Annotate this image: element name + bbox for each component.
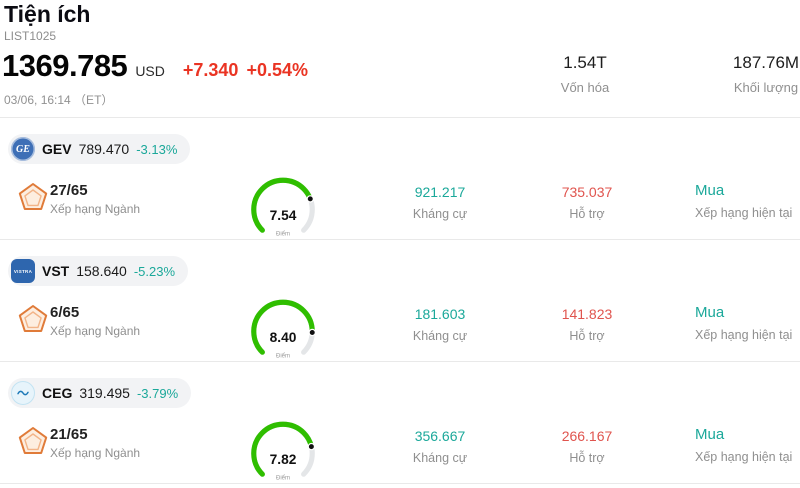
score-gauge: 8.40 Điểm — [251, 299, 316, 359]
industry-rank-value: 21/65 — [50, 426, 88, 443]
rating-column: Mua Xếp hạng hiện tại — [695, 304, 800, 342]
support-label: Hỗ trợ — [569, 451, 605, 465]
score-gauge: 7.54 Điểm — [251, 177, 315, 237]
gauge-needle-dot — [307, 442, 316, 451]
score-gauge: 7.82 Điểm — [251, 421, 316, 481]
resistance-value: 921.217 — [414, 184, 466, 200]
volume-label: Khối lượng — [733, 80, 799, 95]
resistance-value: 181.603 — [414, 306, 466, 322]
resistance-label: Kháng cự — [412, 451, 468, 465]
market-cap-label: Vốn hóa — [560, 80, 610, 95]
resistance-column: 921.217 Kháng cự — [380, 184, 500, 221]
rating-label: Xếp hạng hiện tại — [695, 206, 793, 220]
quote-timestamp: 03/06, 16:14 （ET） — [4, 93, 114, 107]
score-unit-label: Điểm — [276, 352, 290, 359]
resistance-column: 181.603 Kháng cự — [380, 306, 500, 343]
rating-column: Mua Xếp hạng hiện tại — [695, 426, 800, 464]
stock-row[interactable]: GE GEV 789.470 -3.13% 27/65 Xếp hạng Ngà… — [0, 118, 800, 240]
industry-rank-icon — [18, 305, 48, 332]
resistance-column: 356.667 Kháng cự — [380, 428, 500, 465]
support-label: Hỗ trợ — [569, 207, 605, 221]
score-unit-label: Điểm — [276, 474, 290, 481]
stock-change-pct: -3.79% — [136, 385, 179, 401]
industry-rank-value: 6/65 — [50, 304, 80, 321]
page-title: Tiện ích — [4, 1, 91, 27]
rating-value: Mua — [695, 304, 725, 321]
stock-change-pct: -5.23% — [133, 263, 176, 279]
volume-value: 187.76M — [732, 53, 800, 72]
support-value: 266.167 — [561, 428, 613, 444]
market-cap-stat: 1.54T Vốn hóa — [533, 53, 637, 95]
currency-label: USD — [135, 63, 165, 79]
industry-rank-icon — [18, 183, 48, 210]
resistance-label: Kháng cự — [412, 207, 468, 221]
page-header: Tiện ích LIST1025 1369.785 USD +7.340 +0… — [0, 0, 800, 118]
score-value: 8.40 — [270, 330, 297, 345]
industry-rank-icon — [18, 427, 48, 454]
resistance-value: 356.667 — [414, 428, 466, 444]
score-unit-label: Điểm — [276, 230, 290, 237]
stock-row[interactable]: VISTRA VST 158.640 -5.23% 6/65 Xếp hạng … — [0, 240, 800, 362]
market-cap-value: 1.54T — [563, 53, 607, 72]
industry-rank-value: 27/65 — [50, 182, 88, 199]
gauge-needle-dot — [308, 328, 316, 337]
support-column: 266.167 Hỗ trợ — [532, 428, 642, 465]
stock-row[interactable]: CEG 319.495 -3.79% 21/65 Xếp hạng Ngành … — [0, 362, 800, 484]
stock-logo — [11, 381, 35, 405]
stock-price: 319.495 — [79, 385, 130, 401]
rating-value: Mua — [695, 182, 725, 199]
index-price: 1369.785 — [2, 48, 128, 83]
support-column: 735.037 Hỗ trợ — [532, 184, 642, 221]
industry-rank-label: Xếp hạng Ngành — [50, 202, 141, 216]
industry-rank-label: Xếp hạng Ngành — [50, 446, 141, 460]
score-value: 7.54 — [270, 208, 297, 223]
support-label: Hỗ trợ — [569, 329, 605, 343]
rating-label: Xếp hạng hiện tại — [695, 450, 793, 464]
rating-value: Mua — [695, 426, 725, 443]
index-price-line: 1369.785 USD +7.340 +0.54% — [2, 48, 308, 84]
list-id: LIST1025 — [4, 29, 57, 43]
stock-change-pct: -3.13% — [136, 141, 178, 157]
stock-logo: VISTRA — [11, 259, 35, 283]
gauge-needle-dot — [306, 195, 314, 203]
stock-logo: GE — [11, 137, 35, 161]
support-column: 141.823 Hỗ trợ — [532, 306, 642, 343]
support-value: 141.823 — [561, 306, 613, 322]
ticker-symbol: CEG — [42, 385, 73, 401]
score-value: 7.82 — [270, 452, 297, 467]
rating-label: Xếp hạng hiện tại — [695, 328, 793, 342]
ticker-pill[interactable]: GE GEV 789.470 -3.13% — [8, 134, 191, 164]
volume-stat: 187.76M Khối lượng — [700, 53, 800, 95]
ticker-symbol: VST — [42, 263, 70, 279]
industry-rank-label: Xếp hạng Ngành — [50, 324, 141, 338]
stock-list: GE GEV 789.470 -3.13% 27/65 Xếp hạng Ngà… — [0, 118, 800, 484]
ticker-symbol: GEV — [42, 141, 72, 157]
support-value: 735.037 — [561, 184, 613, 200]
ticker-pill[interactable]: VISTRA VST 158.640 -5.23% — [8, 256, 189, 286]
stock-price: 158.640 — [76, 263, 127, 279]
stock-price: 789.470 — [78, 141, 130, 157]
index-change: +7.340 — [182, 60, 239, 80]
rating-column: Mua Xếp hạng hiện tại — [695, 182, 800, 220]
ticker-pill[interactable]: CEG 319.495 -3.79% — [8, 378, 192, 408]
resistance-label: Kháng cự — [412, 329, 468, 343]
index-change-pct: +0.54% — [246, 60, 308, 80]
